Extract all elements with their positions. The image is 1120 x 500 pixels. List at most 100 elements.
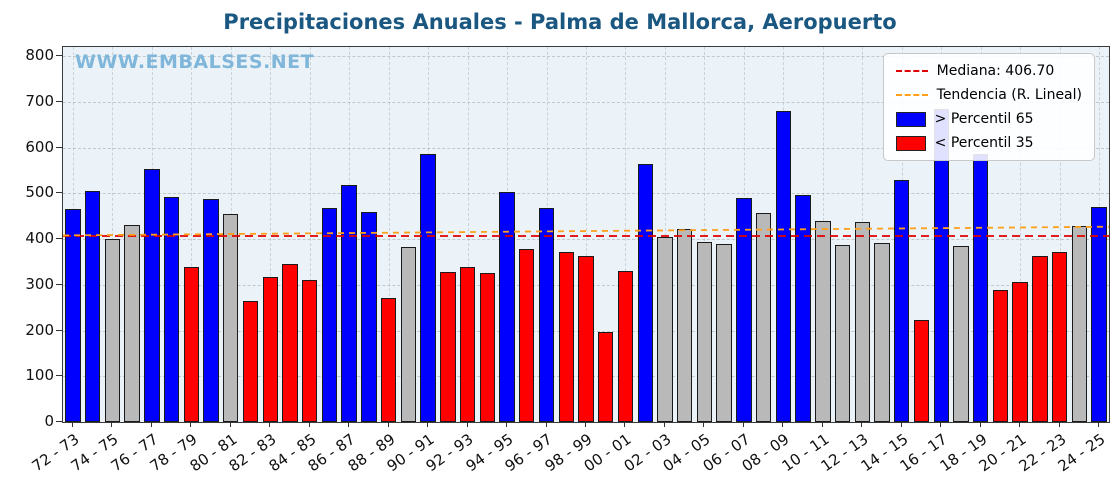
- bar-98-99: [578, 256, 594, 422]
- bar-18-19: [973, 154, 989, 422]
- bar-20-21: [1012, 281, 1028, 422]
- y-tick-mark: [56, 146, 62, 148]
- chart-title: Precipitaciones Anuales - Palma de Mallo…: [223, 10, 897, 34]
- h-gridline: [63, 239, 1109, 241]
- bar-99-00: [598, 331, 614, 422]
- bar-95-96: [519, 249, 535, 422]
- legend-item-above-percentile: > Percentil 65: [895, 111, 1082, 127]
- bar-87-88: [361, 211, 377, 422]
- x-tick-mark: [940, 421, 942, 427]
- y-tick-label: 600: [25, 137, 54, 156]
- legend-item-below-percentile: < Percentil 35: [895, 135, 1082, 151]
- bar-10-11: [815, 220, 831, 422]
- x-tick-mark: [71, 421, 73, 427]
- bar-74-75: [104, 239, 121, 422]
- x-tick-mark: [545, 421, 547, 427]
- y-tick-mark: [56, 375, 62, 377]
- bar-13-14: [874, 243, 890, 422]
- legend: Mediana: 406.70 Tendencia (R. Lineal) > …: [882, 53, 1095, 161]
- x-tick-mark: [348, 421, 350, 427]
- bar-07-08: [755, 212, 772, 422]
- x-tick-mark: [821, 421, 823, 427]
- x-tick-mark: [466, 421, 468, 427]
- above-percentile-swatch: [895, 111, 926, 127]
- bar-01-02: [637, 163, 653, 422]
- legend-label-trend: Tendencia (R. Lineal): [936, 87, 1082, 103]
- y-tick-label: 200: [25, 320, 54, 339]
- y-tick-label: 100: [25, 366, 54, 385]
- bar-05-06: [716, 243, 732, 422]
- bar-85-86: [321, 208, 338, 422]
- bar-86-87: [341, 185, 357, 422]
- bar-83-84: [282, 264, 298, 422]
- bar-14-15: [894, 179, 910, 422]
- x-tick-mark: [190, 421, 192, 427]
- h-gridline: [63, 56, 1109, 58]
- below-percentile-swatch: [895, 135, 926, 151]
- bar-81-82: [242, 300, 259, 422]
- x-tick-mark: [979, 421, 981, 427]
- plot-area: WWW.EMBALSES.NET Mediana: 406.70 Tendenc…: [62, 46, 1110, 423]
- x-tick-mark: [229, 421, 231, 427]
- x-tick-mark: [861, 421, 863, 427]
- bar-77-78: [163, 197, 180, 422]
- bar-84-85: [302, 280, 318, 422]
- bar-73-74: [84, 191, 101, 422]
- bar-00-01: [617, 271, 634, 422]
- bar-89-90: [400, 246, 417, 422]
- bar-76-77: [144, 169, 160, 422]
- bar-90-91: [420, 154, 436, 422]
- bar-02-03: [657, 236, 673, 422]
- bar-82-83: [262, 276, 278, 422]
- y-tick-label: 300: [25, 274, 54, 293]
- x-tick-mark: [387, 421, 389, 427]
- x-tick-mark: [1098, 421, 1100, 427]
- y-tick-label: 700: [25, 91, 54, 110]
- bar-80-81: [223, 213, 239, 422]
- median-line-sample: [895, 70, 928, 72]
- bar-88-89: [380, 297, 397, 422]
- x-tick-mark: [427, 421, 429, 427]
- y-tick-mark: [56, 55, 62, 57]
- x-tick-mark: [1019, 421, 1021, 427]
- x-tick-mark: [900, 421, 902, 427]
- bar-96-97: [538, 208, 555, 422]
- legend-item-median: Mediana: 406.70: [895, 63, 1082, 79]
- y-tick-mark: [56, 421, 62, 422]
- x-tick-mark: [1058, 421, 1060, 427]
- bar-09-10: [795, 194, 811, 422]
- bar-79-80: [203, 198, 219, 422]
- watermark: WWW.EMBALSES.NET: [75, 51, 315, 73]
- bar-12-13: [854, 222, 870, 422]
- x-tick-mark: [150, 421, 152, 427]
- legend-label-below: < Percentil 35: [934, 135, 1034, 151]
- y-tick-mark: [56, 329, 62, 331]
- x-tick-mark: [269, 421, 271, 427]
- bar-08-09: [775, 111, 792, 422]
- y-tick-label: 800: [25, 46, 54, 65]
- bar-24-25: [1091, 207, 1107, 422]
- y-tick-mark: [56, 192, 62, 194]
- y-tick-mark: [56, 100, 62, 102]
- bar-78-79: [183, 266, 199, 422]
- bar-21-22: [1032, 256, 1048, 422]
- bar-03-04: [676, 229, 693, 422]
- x-tick-mark: [782, 421, 784, 427]
- bar-06-07: [736, 197, 752, 422]
- x-tick-mark: [624, 421, 626, 427]
- bar-93-94: [479, 273, 495, 422]
- bar-11-12: [834, 245, 851, 422]
- bar-92-93: [459, 267, 476, 422]
- legend-label-above: > Percentil 65: [934, 111, 1034, 127]
- legend-item-trend: Tendencia (R. Lineal): [895, 87, 1082, 103]
- h-gridline: [63, 193, 1109, 195]
- bar-15-16: [913, 320, 930, 422]
- bar-04-05: [696, 242, 713, 422]
- y-tick-mark: [56, 238, 62, 240]
- x-tick-mark: [663, 421, 665, 427]
- bar-22-23: [1051, 251, 1068, 422]
- y-tick-label: 500: [25, 183, 54, 202]
- bar-97-98: [558, 251, 574, 422]
- x-tick-mark: [506, 421, 508, 427]
